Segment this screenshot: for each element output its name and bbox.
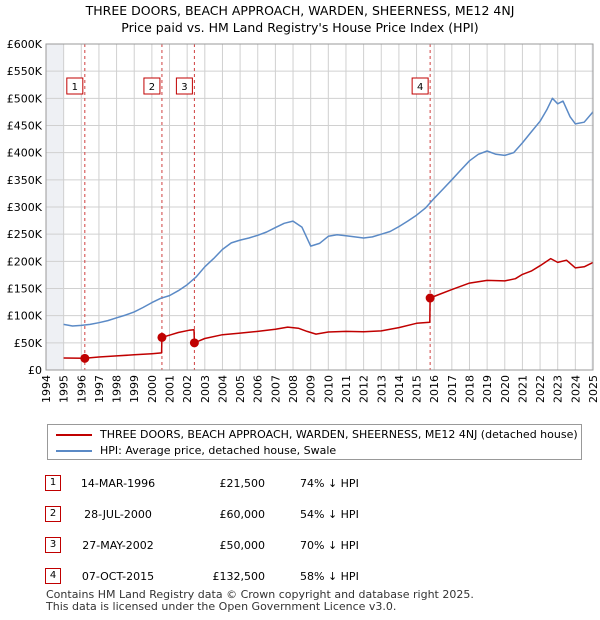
x-tick-label: 2000 [146,375,159,403]
x-tick-label: 2007 [269,375,282,403]
y-tick-label: £0 [28,364,42,377]
sale-number-badge: 3 [45,537,61,553]
y-tick-label: £450K [7,120,43,133]
sale-label-number: 4 [417,82,423,93]
sale-hpi-diff: 70% ↓ HPI [300,539,359,552]
sale-date: 07-OCT-2015 [81,570,155,583]
sale-label-box [411,77,429,95]
table-row: 3 27-MAY-2002 £50,000 70% ↓ HPI [0,535,600,555]
x-tick-label: 2006 [252,375,265,403]
x-tick-label: 2004 [216,375,229,403]
x-tick-label: 1999 [128,375,141,403]
sale-marker [157,332,167,342]
sale-marker [189,338,199,348]
x-tick-label: 2018 [463,375,476,403]
x-tick-label: 2015 [411,375,424,403]
x-tick-label: 2011 [340,375,353,403]
table-row: 2 28-JUL-2000 £60,000 54% ↓ HPI [0,504,600,524]
y-tick-label: £500K [7,92,43,105]
sale-label-number: 1 [72,82,78,93]
x-tick-label: 2016 [428,375,441,403]
y-tick-label: £200K [7,255,43,268]
x-tick-label: 2013 [375,375,388,403]
footer-copyright: Contains HM Land Registry data © Crown c… [46,588,474,601]
hpi-line [63,97,594,327]
sale-price: £50,000 [219,539,266,552]
x-tick-label: 2021 [516,375,529,403]
x-tick-label: 2020 [499,375,512,403]
y-tick-label: £150K [7,283,43,296]
title-line-2: Price paid vs. HM Land Registry's House … [121,20,479,35]
sale-label-number: 2 [149,82,155,93]
legend-label-hpi: HPI: Average price, detached house, Swal… [100,444,337,457]
x-tick-label: 2012 [358,375,371,403]
y-tick-label: £600K [7,38,43,51]
sale-price: £132,500 [212,570,266,583]
x-tick-label: 2010 [322,375,335,403]
x-tick-label: 2024 [569,375,582,403]
price-chart: £0 £50K £100K £150K £200K £250K £300K £350K £400… [7,38,600,403]
sale-marker [80,353,90,363]
x-tick-label: 2017 [446,375,459,403]
sale-label-box [143,77,161,95]
plot-border [45,43,594,371]
sale-number-badge: 4 [45,568,61,584]
legend-swatch-hpi [56,450,92,452]
y-tick-label: £100K [7,310,43,323]
sale-number-badge: 2 [45,506,61,522]
table-row: 1 14-MAR-1996 £21,500 74% ↓ HPI [0,473,600,493]
sale-label-number: 3 [181,82,187,93]
x-tick-label: 2023 [552,375,565,403]
x-tick-label: 2022 [534,375,547,403]
x-tick-label: 1996 [75,375,88,403]
sale-hpi-diff: 74% ↓ HPI [300,477,359,490]
sale-date: 27-MAY-2002 [82,539,154,552]
x-tick-label: 1998 [111,375,124,403]
x-tick-label: 2001 [164,375,177,403]
x-tick-label: 1997 [93,375,106,403]
sale-number-badge: 1 [45,475,61,491]
sale-label-box [175,77,193,95]
title-line-1: THREE DOORS, BEACH APPROACH, WARDEN, SHE… [85,3,515,18]
table-row: 4 07-OCT-2015 £132,500 58% ↓ HPI [0,566,600,586]
footer: Contains HM Land Registry data © Crown c… [46,589,474,613]
chart-title: THREE DOORS, BEACH APPROACH, WARDEN, SHE… [0,2,600,36]
legend-label-property: THREE DOORS, BEACH APPROACH, WARDEN, SHE… [100,428,578,441]
x-tick-label: 2014 [393,375,406,403]
y-tick-label: £400K [7,147,43,160]
x-tick-label: 2005 [234,375,247,403]
sale-price: £21,500 [219,477,266,490]
x-tick-label: 2019 [481,375,494,403]
y-tick-label: £550K [7,65,43,78]
x-tick-label: 2003 [199,375,212,403]
x-tick-label: 1994 [40,375,53,403]
y-tick-label: £50K [14,337,43,350]
sale-marker [425,293,435,303]
sale-date: 28-JUL-2000 [84,508,152,521]
footer-licence: This data is licensed under the Open Gov… [46,600,397,613]
x-tick-label: 2008 [287,375,300,403]
sale-date: 14-MAR-1996 [80,477,156,490]
sale-hpi-diff: 54% ↓ HPI [300,508,359,521]
legend: THREE DOORS, BEACH APPROACH, WARDEN, SHE… [47,424,582,460]
y-tick-label: £300K [7,201,43,214]
x-tick-label: 2002 [181,375,194,403]
legend-swatch-property [56,434,92,436]
y-tick-label: £350K [7,174,43,187]
sale-label-box [66,77,84,95]
y-tick-label: £250K [7,228,43,241]
x-tick-label: 2009 [305,375,318,403]
sale-hpi-diff: 58% ↓ HPI [300,570,359,583]
x-tick-label: 2025 [587,375,600,403]
sale-price: £60,000 [219,508,266,521]
x-tick-label: 1995 [58,375,71,403]
